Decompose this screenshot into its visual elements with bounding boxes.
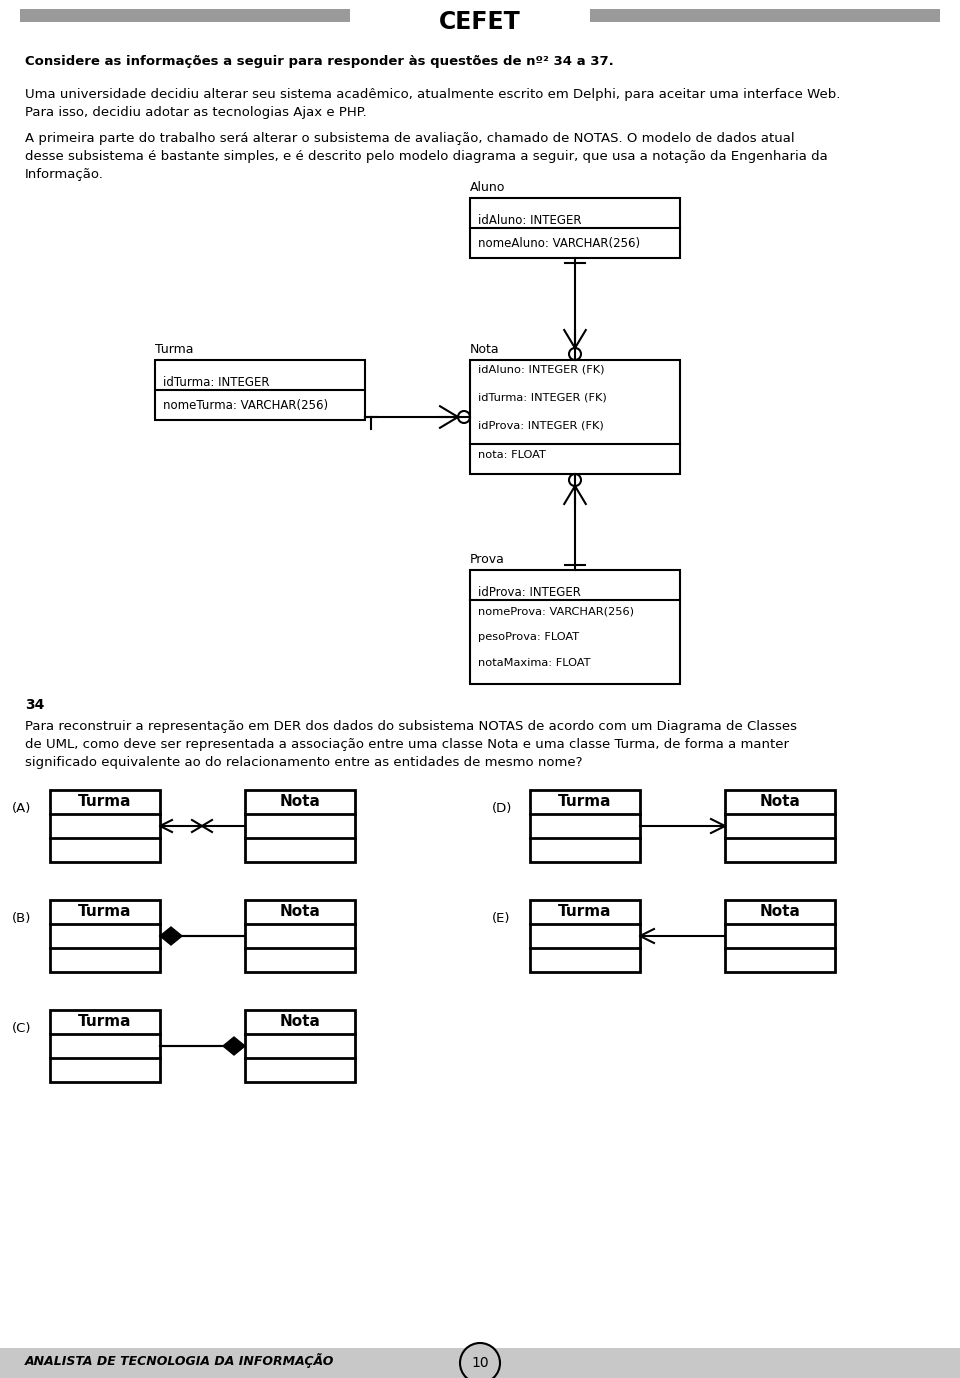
Text: Nota: Nota — [759, 795, 801, 809]
Text: Turma: Turma — [559, 904, 612, 919]
Bar — [470, 198, 680, 258]
Text: Turma: Turma — [155, 343, 194, 356]
Text: Nota: Nota — [470, 343, 499, 356]
Text: idProva: INTEGER: idProva: INTEGER — [478, 586, 581, 598]
Text: nomeTurma: VARCHAR(256): nomeTurma: VARCHAR(256) — [163, 398, 328, 412]
Bar — [50, 900, 160, 971]
Text: (C): (C) — [12, 1022, 32, 1035]
Text: Para reconstruir a representação em DER dos dados do subsistema NOTAS de acordo : Para reconstruir a representação em DER … — [25, 719, 797, 733]
Text: nomeAluno: VARCHAR(256): nomeAluno: VARCHAR(256) — [478, 237, 640, 249]
Text: (A): (A) — [12, 802, 32, 814]
Bar — [590, 10, 940, 22]
Text: A primeira parte do trabalho será alterar o subsistema de avaliação, chamado de : A primeira parte do trabalho será altera… — [25, 132, 795, 145]
Text: pesoProva: FLOAT: pesoProva: FLOAT — [478, 633, 579, 642]
Text: 34: 34 — [25, 699, 44, 712]
Bar — [530, 790, 640, 863]
Text: 10: 10 — [471, 1356, 489, 1370]
Text: Informação.: Informação. — [25, 168, 104, 181]
Text: idProva: INTEGER (FK): idProva: INTEGER (FK) — [478, 420, 604, 430]
Bar — [245, 900, 355, 971]
Text: idTurma: INTEGER: idTurma: INTEGER — [163, 375, 270, 389]
Text: Turma: Turma — [79, 795, 132, 809]
Text: de UML, como deve ser representada a associação entre uma classe Nota e uma clas: de UML, como deve ser representada a ass… — [25, 739, 789, 751]
Text: significado equivalente ao do relacionamento entre as entidades de mesmo nome?: significado equivalente ao do relacionam… — [25, 757, 583, 769]
Text: Turma: Turma — [79, 1014, 132, 1029]
Bar — [725, 900, 835, 971]
Text: notaMaxima: FLOAT: notaMaxima: FLOAT — [478, 659, 590, 668]
Text: Turma: Turma — [79, 904, 132, 919]
Text: Considere as informações a seguir para responder às questões de nº² 34 a 37.: Considere as informações a seguir para r… — [25, 55, 613, 68]
Text: Prova: Prova — [470, 553, 505, 566]
Circle shape — [460, 1344, 500, 1378]
Bar — [245, 1010, 355, 1082]
Text: Nota: Nota — [279, 795, 321, 809]
Text: Turma: Turma — [559, 795, 612, 809]
Text: idAluno: INTEGER (FK): idAluno: INTEGER (FK) — [478, 364, 605, 373]
Bar — [155, 360, 365, 420]
Text: CEFET: CEFET — [439, 10, 521, 34]
Polygon shape — [160, 927, 182, 945]
Bar — [470, 360, 680, 474]
Bar — [20, 10, 350, 22]
Text: idAluno: INTEGER: idAluno: INTEGER — [478, 214, 582, 226]
Text: Nota: Nota — [759, 904, 801, 919]
Text: desse subsistema é bastante simples, e é descrito pelo modelo diagrama a seguir,: desse subsistema é bastante simples, e é… — [25, 150, 828, 163]
Text: Nota: Nota — [279, 1014, 321, 1029]
Text: nomeProva: VARCHAR(256): nomeProva: VARCHAR(256) — [478, 606, 634, 616]
Text: (D): (D) — [492, 802, 513, 814]
Text: Uma universidade decidiu alterar seu sistema acadêmico, atualmente escrito em De: Uma universidade decidiu alterar seu sis… — [25, 88, 840, 101]
Text: (B): (B) — [12, 912, 32, 925]
Bar — [725, 790, 835, 863]
Text: nota: FLOAT: nota: FLOAT — [478, 451, 546, 460]
Bar — [470, 570, 680, 683]
Text: (E): (E) — [492, 912, 511, 925]
Text: Aluno: Aluno — [470, 181, 505, 194]
Bar — [530, 900, 640, 971]
Text: Para isso, decidiu adotar as tecnologias Ajax e PHP.: Para isso, decidiu adotar as tecnologias… — [25, 106, 367, 119]
Bar — [245, 790, 355, 863]
Text: Nota: Nota — [279, 904, 321, 919]
Text: idTurma: INTEGER (FK): idTurma: INTEGER (FK) — [478, 391, 607, 402]
Bar — [50, 1010, 160, 1082]
Text: ANALISTA DE TECNOLOGIA DA INFORMAÇÃO: ANALISTA DE TECNOLOGIA DA INFORMAÇÃO — [25, 1353, 334, 1368]
Bar — [50, 790, 160, 863]
Bar — [0, 1348, 960, 1378]
Polygon shape — [223, 1038, 245, 1056]
